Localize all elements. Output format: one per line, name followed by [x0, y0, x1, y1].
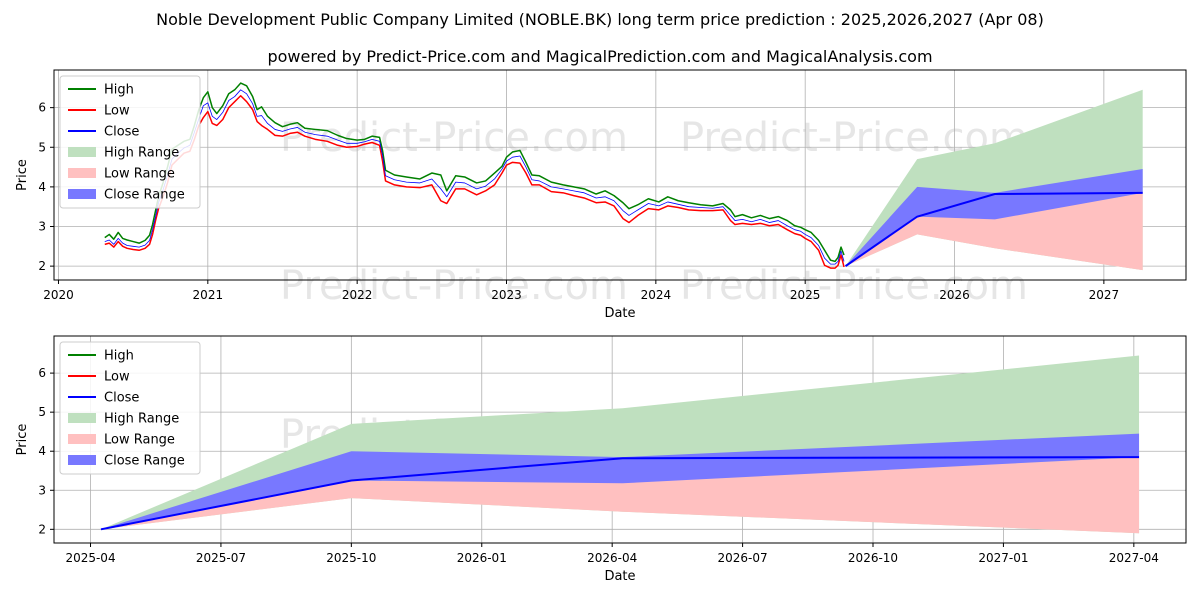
bottom-panel: Predict-Price.comPredict-Price.com2025-0…: [15, 335, 1187, 584]
x-tick-label: 2025-04: [65, 551, 115, 565]
x-axis-label: Date: [604, 569, 635, 584]
x-tick-label: 2026: [939, 288, 970, 302]
legend-label: Close: [104, 391, 139, 406]
plot-marks: [104, 82, 1143, 271]
y-axis-label: Price: [15, 424, 30, 456]
legend: High Low Close High Range Low Range Close Ran…: [59, 75, 201, 209]
legend-label: Low Range: [104, 433, 175, 448]
legend-swatch-low_range: [68, 434, 96, 444]
legend-label: Close: [104, 125, 139, 140]
x-tick-label: 2027: [1089, 288, 1120, 302]
low-range-band: [845, 192, 1143, 271]
legend-label: Close Range: [104, 454, 185, 469]
y-tick-label: 2: [38, 259, 46, 273]
legend-label: Low Range: [104, 167, 175, 182]
y-axis-label: Price: [15, 159, 30, 191]
axes-frame: [53, 69, 1187, 281]
legend-swatch-close_range: [68, 189, 96, 199]
x-tick-label: 2024: [641, 288, 672, 302]
chart-subtitle: powered by Predict-Price.com and Magical…: [267, 47, 932, 66]
axes-frame: [53, 335, 1187, 544]
x-tick-label: 2025: [790, 288, 821, 302]
top-panel: Predict-Price.com Predict-Price.com Predic…: [15, 69, 1187, 321]
legend-label: Close Range: [104, 188, 185, 203]
legend-label: Low: [104, 104, 130, 119]
x-tick-label: 2026-01: [457, 551, 507, 565]
y-tick-label: 3: [38, 220, 46, 234]
y-tick-label: 3: [38, 483, 46, 497]
legend: High Low Close High Range Low Range Close Ran…: [59, 341, 201, 475]
y-tick-label: 4: [38, 180, 46, 194]
legend-swatch-low_range: [68, 168, 96, 178]
x-tick-label: 2026-04: [587, 551, 637, 565]
chart-title: Noble Development Public Company Limited…: [156, 10, 1044, 29]
y-tick-label: 5: [38, 140, 46, 154]
legend-label: High: [104, 349, 134, 364]
x-tick-label: 2022: [342, 288, 373, 302]
y-tick-label: 4: [38, 444, 46, 458]
watermark-text: Predict-Price.com: [280, 263, 628, 309]
legend-label: High Range: [104, 146, 179, 161]
legend-swatch-high_range: [68, 413, 96, 423]
legend-label: High Range: [104, 412, 179, 427]
x-tick-label: 2025-10: [326, 551, 376, 565]
y-tick-label: 6: [38, 366, 46, 380]
legend-label: High: [104, 83, 134, 98]
x-tick-label: 2026-10: [848, 551, 898, 565]
legend-swatch-close_range: [68, 455, 96, 465]
predicted-close-line: [100, 456, 1140, 531]
y-tick-label: 2: [38, 522, 46, 536]
x-tick-label: 2020: [43, 288, 74, 302]
watermark-text: Predict-Price.com: [280, 115, 628, 161]
predicted-close-line: [844, 191, 1143, 267]
y-tick-label: 5: [38, 405, 46, 419]
legend-swatch-high_range: [68, 147, 96, 157]
y-tick-label: 6: [38, 101, 46, 115]
x-tick-label: 2021: [193, 288, 224, 302]
x-tick-label: 2026-07: [718, 551, 768, 565]
x-tick-label: 2023: [491, 288, 522, 302]
x-axis-label: Date: [604, 306, 635, 321]
low-range-band: [100, 457, 1140, 534]
plot-marks: [100, 355, 1140, 534]
x-tick-label: 2027-01: [978, 551, 1028, 565]
x-tick-label: 2027-04: [1109, 551, 1159, 565]
watermark-text: Predict-Price.com: [680, 263, 1028, 309]
x-tick-label: 2025-07: [196, 551, 246, 565]
legend-label: Low: [104, 370, 130, 385]
